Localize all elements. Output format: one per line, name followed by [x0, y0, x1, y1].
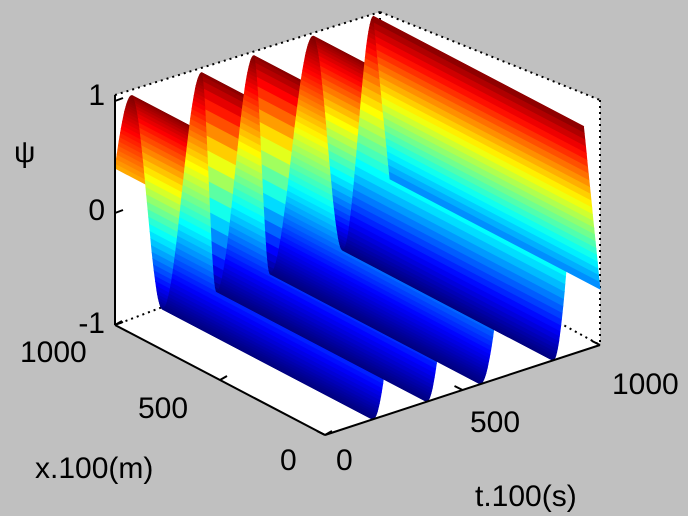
t-tick-mark	[591, 340, 601, 346]
x-tick-label-0: 0	[280, 444, 297, 477]
t-tick-mark	[316, 430, 326, 436]
surface-mesh	[114, 15, 601, 420]
z-axis-label: ψ	[14, 136, 35, 169]
x-tick-label-500: 500	[138, 392, 188, 425]
x-axis-label: x.100(m)	[35, 452, 153, 485]
z-tick-mark	[114, 97, 124, 102]
t-axis-label: t.100(s)	[475, 480, 577, 513]
t-tick-label-0: 0	[336, 444, 353, 477]
x-tick-label-1000: 1000	[20, 336, 87, 369]
t-tick-label-500: 500	[470, 406, 520, 439]
t-tick-mark	[454, 385, 463, 391]
x-tick-mark	[324, 430, 333, 436]
box-edges	[114, 11, 601, 346]
z-tick-label-0: 0	[88, 194, 105, 227]
tick-marks	[114, 97, 601, 436]
z-tick-label-neg1: -1	[78, 307, 105, 340]
surface-strip	[388, 171, 601, 290]
x-tick-mark	[219, 375, 228, 381]
z-tick-label-1: 1	[88, 79, 105, 112]
x-tick-mark	[114, 320, 123, 326]
t-tick-label-1000: 1000	[612, 368, 679, 401]
z-tick-mark	[114, 209, 124, 214]
